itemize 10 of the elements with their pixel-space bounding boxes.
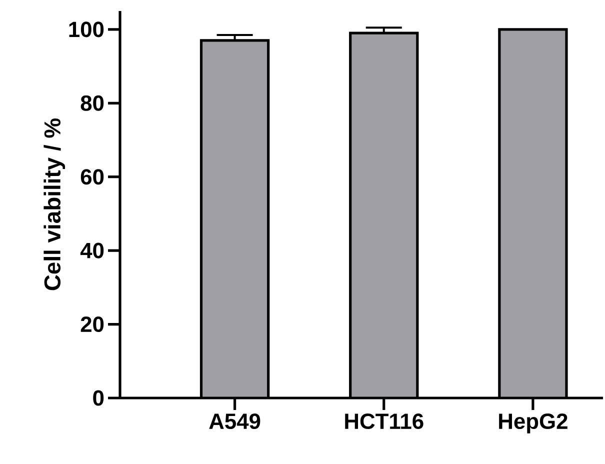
y-tick-label: 100	[69, 22, 104, 38]
y-tick-label: 20	[80, 316, 104, 332]
x-tick-label: HCT116	[345, 414, 424, 430]
y-tick-label: 40	[80, 242, 104, 258]
x-tick-label: A549	[209, 414, 260, 430]
x-tick-label: HepG2	[499, 414, 568, 434]
y-tick-label: 60	[80, 169, 104, 185]
y-axis-title: Cell viability / %	[44, 118, 66, 290]
y-tick-label: 80	[80, 95, 104, 111]
y-tick-label: 0	[93, 390, 104, 406]
